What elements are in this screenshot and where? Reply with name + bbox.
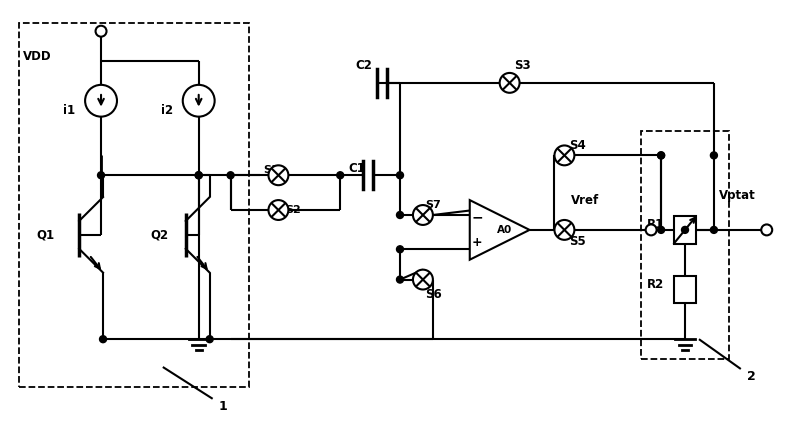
Circle shape <box>554 146 574 165</box>
Text: Vptat: Vptat <box>719 189 756 202</box>
Text: S5: S5 <box>570 235 586 248</box>
Circle shape <box>397 172 403 179</box>
Circle shape <box>182 85 214 117</box>
Text: S2: S2 <box>286 205 301 215</box>
Circle shape <box>646 224 657 235</box>
Circle shape <box>658 152 665 159</box>
Circle shape <box>762 224 772 235</box>
Text: Vref: Vref <box>571 193 600 207</box>
Text: S6: S6 <box>425 288 442 301</box>
Bar <box>674 216 696 244</box>
Circle shape <box>710 152 718 159</box>
Text: 2: 2 <box>746 371 755 383</box>
Text: Q1: Q1 <box>36 229 54 241</box>
Circle shape <box>269 200 288 220</box>
Text: S3: S3 <box>514 59 531 72</box>
Circle shape <box>98 172 105 179</box>
Text: R1: R1 <box>647 218 664 232</box>
Text: i1: i1 <box>63 104 75 117</box>
Text: A0: A0 <box>497 225 512 235</box>
Circle shape <box>682 226 689 233</box>
Circle shape <box>658 226 665 233</box>
Text: S1: S1 <box>263 165 279 175</box>
Circle shape <box>85 85 117 117</box>
Text: S4: S4 <box>570 139 586 152</box>
Circle shape <box>397 276 403 283</box>
Circle shape <box>337 172 344 179</box>
Circle shape <box>500 73 519 93</box>
Text: S7: S7 <box>425 200 441 210</box>
Text: C2: C2 <box>355 59 372 72</box>
Text: Q2: Q2 <box>151 229 169 241</box>
Circle shape <box>397 246 403 253</box>
Circle shape <box>413 205 433 225</box>
Text: C1: C1 <box>348 162 365 175</box>
Circle shape <box>554 220 574 240</box>
Circle shape <box>710 226 718 233</box>
Circle shape <box>227 172 234 179</box>
Circle shape <box>95 26 106 37</box>
Circle shape <box>206 336 213 343</box>
Text: +: + <box>472 236 482 249</box>
Circle shape <box>195 172 202 179</box>
Circle shape <box>413 270 433 289</box>
Text: VDD: VDD <box>23 50 52 62</box>
Text: −: − <box>471 211 483 224</box>
Circle shape <box>99 336 106 343</box>
Circle shape <box>269 165 288 185</box>
Text: R2: R2 <box>647 278 664 291</box>
Circle shape <box>658 152 665 159</box>
Circle shape <box>195 172 202 179</box>
Bar <box>674 276 696 303</box>
Text: 1: 1 <box>218 400 227 413</box>
Circle shape <box>397 211 403 218</box>
Polygon shape <box>470 200 530 260</box>
Text: i2: i2 <box>161 104 173 117</box>
